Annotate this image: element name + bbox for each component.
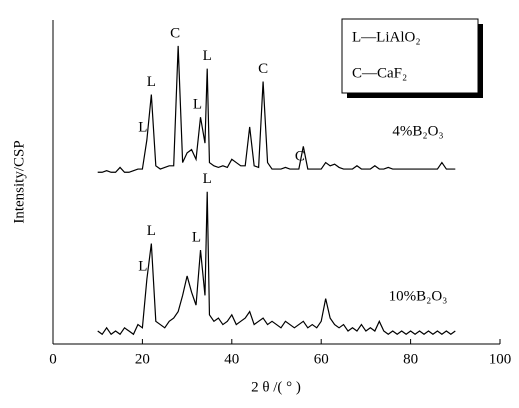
peak-annotation: L <box>192 229 201 245</box>
peak-annotation: L <box>147 223 156 239</box>
peak-annotation: L <box>203 171 212 187</box>
series-label: 10%B₂O₃ <box>389 288 448 304</box>
peak-annotation: C <box>258 61 268 77</box>
peak-annotation: L <box>203 48 212 64</box>
x-axis-label: 2 θ /( ° ) <box>251 379 301 395</box>
line-series <box>97 191 456 336</box>
x-tick-label: 60 <box>314 351 329 367</box>
y-axis-label: Intensity/CSP <box>11 140 27 223</box>
x-tick-label: 0 <box>49 351 57 367</box>
legend-entry: C—CaF₂ <box>352 65 407 81</box>
peak-annotation: L <box>138 259 147 275</box>
line-series <box>97 45 456 173</box>
peak-annotation: L <box>147 74 156 90</box>
x-tick-label: 80 <box>403 351 418 367</box>
series-label: 4%B₂O₃ <box>392 123 443 139</box>
peak-annotation: C <box>295 148 305 164</box>
legend-entry: L—LiAlO₂ <box>352 29 421 45</box>
x-tick-label: 100 <box>489 351 512 367</box>
x-tick-label: 40 <box>224 351 239 367</box>
peak-annotation: C <box>170 25 180 41</box>
peak-annotation: L <box>193 97 202 113</box>
peak-annotation: L <box>138 119 147 135</box>
x-tick-label: 20 <box>135 351 150 367</box>
legend-box <box>341 18 479 94</box>
